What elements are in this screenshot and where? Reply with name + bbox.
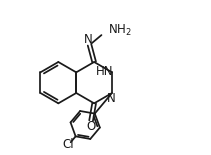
Text: N: N [84, 33, 93, 46]
Text: HN: HN [95, 65, 113, 78]
Text: N: N [107, 92, 115, 105]
Text: Cl: Cl [63, 138, 74, 151]
Text: O: O [87, 120, 96, 133]
Text: NH$_2$: NH$_2$ [108, 23, 132, 38]
